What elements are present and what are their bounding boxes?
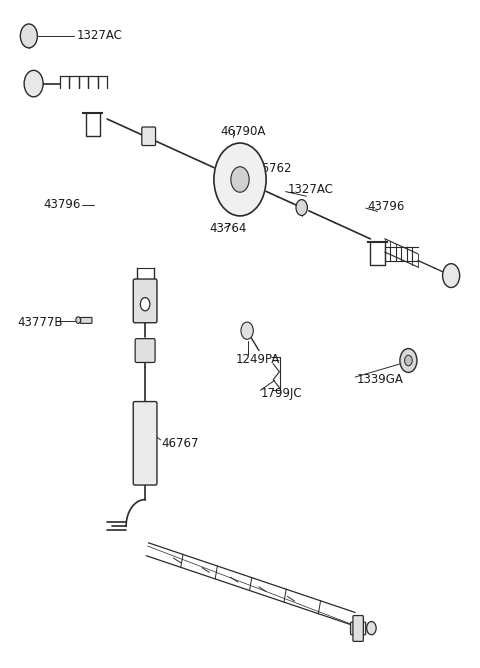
Text: 46790A: 46790A [220,126,265,138]
Text: 43777B: 43777B [17,315,62,329]
Circle shape [367,621,376,635]
Text: 46767: 46767 [162,437,199,450]
Circle shape [76,317,81,323]
FancyBboxPatch shape [353,615,363,641]
Text: 1327AC: 1327AC [288,183,333,196]
FancyBboxPatch shape [135,339,155,363]
Circle shape [296,200,307,216]
FancyBboxPatch shape [133,279,157,323]
Circle shape [400,349,417,373]
Circle shape [214,143,266,216]
Circle shape [140,297,150,311]
Text: 46762: 46762 [254,162,292,175]
FancyBboxPatch shape [133,401,157,485]
Text: 43796: 43796 [43,198,81,211]
Text: 43764: 43764 [209,222,247,234]
FancyBboxPatch shape [350,622,366,635]
Text: 1339GA: 1339GA [356,373,403,385]
Text: 1799JC: 1799JC [261,387,302,400]
Circle shape [405,355,412,366]
Text: 43796: 43796 [367,200,405,213]
Circle shape [24,70,43,97]
Circle shape [443,264,460,287]
FancyBboxPatch shape [142,127,156,146]
Circle shape [20,24,37,48]
Text: 1327AC: 1327AC [76,29,122,42]
Circle shape [241,322,253,339]
Text: 1249PA: 1249PA [235,353,279,365]
Circle shape [231,167,249,192]
FancyBboxPatch shape [81,317,92,323]
